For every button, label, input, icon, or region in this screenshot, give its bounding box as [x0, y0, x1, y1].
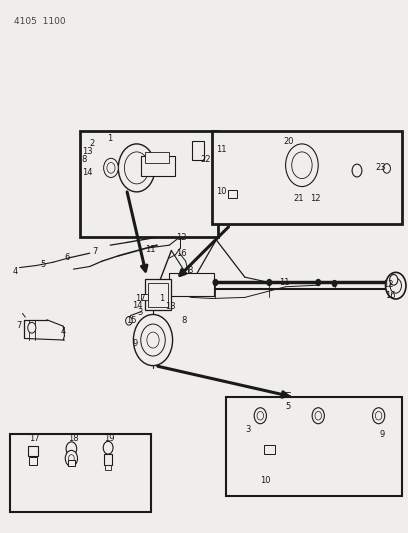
Text: 18: 18 [69, 434, 79, 442]
Text: 14: 14 [82, 168, 92, 177]
Text: 3: 3 [245, 425, 250, 433]
Text: 13: 13 [82, 147, 92, 156]
Bar [228, 190, 237, 198]
Circle shape [103, 441, 113, 454]
Text: 8: 8 [188, 266, 193, 275]
Circle shape [312, 408, 324, 424]
Text: 22: 22 [200, 156, 211, 164]
Text: 10: 10 [216, 188, 227, 196]
Circle shape [147, 332, 159, 348]
Circle shape [104, 158, 118, 177]
Circle shape [373, 408, 385, 424]
Circle shape [66, 442, 77, 456]
Circle shape [213, 279, 218, 286]
Text: 8: 8 [182, 317, 187, 325]
Bar [80, 131, 218, 237]
Text: 7: 7 [92, 247, 97, 256]
Bar [68, 460, 75, 466]
Circle shape [375, 411, 382, 420]
Text: 13: 13 [165, 302, 176, 311]
Bar [10, 434, 151, 512]
Text: 23: 23 [375, 164, 386, 172]
Text: 1: 1 [107, 134, 112, 143]
Bar [105, 465, 111, 470]
Bar [104, 454, 112, 465]
Text: 19: 19 [104, 434, 115, 442]
Text: 1: 1 [159, 294, 164, 303]
Circle shape [386, 272, 406, 299]
Text: 17: 17 [29, 434, 40, 442]
Bar [145, 279, 171, 310]
Text: 4: 4 [60, 327, 66, 336]
Bar [141, 294, 148, 300]
Circle shape [126, 317, 132, 325]
Circle shape [118, 144, 155, 192]
Bar [169, 273, 214, 296]
Circle shape [133, 314, 173, 366]
Text: 7: 7 [16, 321, 22, 329]
Circle shape [257, 411, 264, 420]
Text: 17: 17 [135, 294, 146, 303]
Circle shape [28, 322, 36, 333]
Circle shape [124, 152, 149, 184]
Text: 12: 12 [310, 194, 321, 203]
Text: 11: 11 [216, 145, 227, 154]
Bar [192, 141, 204, 160]
Bar [29, 457, 37, 465]
Text: 20: 20 [284, 137, 294, 146]
Text: 10: 10 [260, 477, 271, 485]
Circle shape [390, 274, 398, 285]
Text: 21: 21 [294, 194, 304, 203]
Text: 5: 5 [286, 402, 291, 410]
Bar [148, 283, 168, 307]
Circle shape [107, 163, 115, 173]
Text: 4105  1100: 4105 1100 [14, 17, 66, 26]
Circle shape [69, 455, 74, 462]
Circle shape [390, 278, 401, 293]
Circle shape [254, 408, 266, 424]
Circle shape [315, 411, 322, 420]
Text: 6: 6 [64, 254, 70, 262]
Circle shape [316, 279, 321, 286]
Text: 16: 16 [176, 249, 187, 258]
Text: 3: 3 [137, 309, 143, 317]
Text: 9: 9 [133, 340, 138, 348]
Text: 4: 4 [12, 268, 18, 276]
Circle shape [292, 152, 312, 179]
Text: 11: 11 [279, 278, 290, 287]
Text: 15: 15 [126, 317, 136, 325]
Text: 9: 9 [379, 430, 385, 439]
Circle shape [65, 450, 78, 466]
Circle shape [267, 279, 272, 286]
Bar [145, 152, 169, 163]
Text: 16: 16 [386, 291, 396, 300]
Text: 11: 11 [145, 245, 155, 254]
Circle shape [352, 164, 362, 177]
Text: 12: 12 [384, 280, 394, 288]
Bar [226, 397, 402, 496]
Circle shape [332, 280, 337, 287]
Circle shape [141, 324, 165, 356]
Bar [28, 446, 38, 456]
Text: 14: 14 [132, 301, 142, 310]
Bar [141, 156, 175, 176]
Circle shape [286, 144, 318, 187]
Text: 12: 12 [176, 233, 187, 241]
Circle shape [383, 164, 390, 173]
Text: 5: 5 [40, 261, 45, 269]
Text: 2: 2 [89, 140, 94, 148]
Bar [212, 131, 402, 224]
Bar [264, 445, 275, 454]
Text: 8: 8 [82, 156, 87, 164]
